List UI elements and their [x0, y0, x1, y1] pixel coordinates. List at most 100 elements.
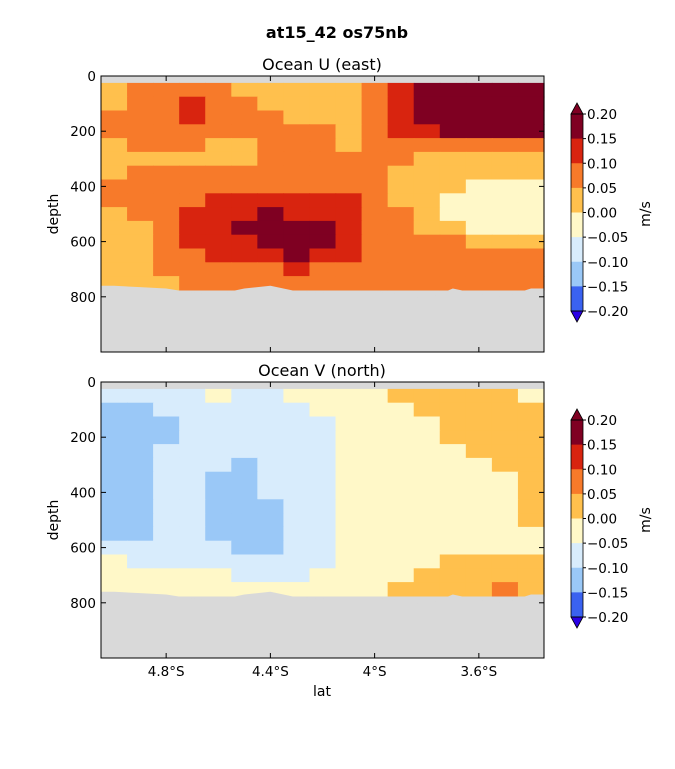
data-cell — [517, 207, 545, 222]
data-cell — [101, 151, 128, 167]
data-cell — [439, 430, 467, 445]
y-tick-label: 400 — [70, 485, 96, 501]
data-cell — [413, 124, 441, 139]
data-cell — [465, 568, 493, 583]
data-cell — [101, 96, 128, 112]
data-cell — [439, 96, 467, 112]
data-cell — [361, 582, 389, 597]
data-cell — [491, 248, 519, 263]
data-cell — [413, 248, 441, 263]
data-cell — [491, 207, 519, 222]
data-cell — [127, 207, 154, 222]
panel-u-title: Ocean U (east) — [262, 55, 382, 74]
data-cell — [439, 151, 467, 167]
data-cell — [491, 471, 519, 487]
colorbar-bin — [571, 592, 583, 618]
colorbar-extend-min — [570, 616, 584, 629]
data-cell — [413, 568, 441, 583]
data-cell — [517, 582, 545, 597]
data-cell — [231, 248, 258, 263]
data-cell — [517, 124, 545, 139]
data-cell — [257, 138, 285, 153]
data-cell — [153, 513, 180, 528]
data-cell — [101, 248, 128, 263]
data-cell — [465, 554, 493, 569]
y-tick-label: 0 — [87, 375, 96, 391]
data-cell — [517, 457, 545, 473]
data-cell — [309, 138, 337, 153]
data-cell — [179, 234, 206, 250]
data-cell — [335, 110, 363, 125]
colorbar-bin — [571, 114, 583, 140]
data-cell — [127, 110, 154, 125]
data-cell — [101, 262, 128, 277]
data-cell — [491, 554, 519, 569]
data-cell — [491, 430, 519, 445]
data-cell — [309, 96, 337, 112]
colorbar-tick-label: −0.20 — [587, 304, 628, 320]
data-cell — [127, 471, 154, 487]
data-cell — [491, 262, 519, 277]
data-cell — [179, 540, 206, 556]
data-cell — [309, 499, 337, 514]
x-tick-label: 3.6°S — [460, 664, 497, 680]
data-cell — [335, 165, 363, 181]
colorbar-tick-label: −0.15 — [587, 585, 628, 601]
data-cell — [283, 151, 311, 167]
data-cell — [283, 179, 311, 194]
data-cell — [231, 513, 258, 528]
data-cell — [465, 96, 493, 112]
data-cell — [465, 388, 493, 404]
data-cell — [413, 207, 441, 222]
panel-u-plot — [100, 75, 545, 353]
data-cell — [127, 554, 154, 569]
data-cell — [127, 416, 154, 431]
data-cell — [205, 96, 232, 112]
data-cell — [387, 471, 415, 487]
data-cell — [309, 554, 337, 569]
colorbar-bin — [571, 543, 583, 569]
panel-v-y-axis: 0 200 400 600 800 — [70, 375, 544, 612]
data-cell — [517, 513, 545, 528]
data-cell — [153, 82, 180, 98]
data-cell — [231, 430, 258, 445]
data-cell — [101, 234, 128, 250]
data-cell — [309, 416, 337, 431]
colorbar-tick-label: 0.15 — [587, 438, 617, 454]
data-cell — [153, 388, 180, 404]
data-cell — [153, 165, 180, 181]
data-cell — [517, 151, 545, 167]
data-cell — [387, 138, 415, 153]
colorbar-bin — [571, 138, 583, 164]
data-cell — [101, 193, 128, 208]
data-cell — [309, 151, 337, 167]
data-cell — [179, 82, 206, 98]
data-cell — [101, 457, 128, 473]
data-cell — [153, 138, 180, 153]
data-cell — [361, 207, 389, 222]
panel-u-x-axis — [165, 76, 480, 352]
data-cell — [283, 499, 311, 514]
data-cell — [517, 110, 545, 125]
data-cell — [335, 554, 363, 569]
data-cell — [153, 499, 180, 514]
data-cell — [231, 151, 258, 167]
data-cell — [179, 96, 206, 112]
data-cell — [465, 138, 493, 153]
y-tick-label: 800 — [70, 290, 96, 306]
data-cell — [465, 248, 493, 263]
data-cell — [309, 568, 337, 583]
data-cell — [101, 430, 128, 445]
data-cell — [231, 262, 258, 277]
data-cell — [309, 234, 337, 250]
data-cell — [517, 485, 545, 500]
data-cell — [153, 248, 180, 263]
data-cell — [439, 540, 467, 556]
data-cell — [283, 416, 311, 431]
data-cell — [127, 96, 154, 112]
data-cell — [205, 485, 232, 500]
data-cell — [153, 568, 180, 583]
data-cell — [153, 207, 180, 222]
data-cell — [517, 165, 545, 181]
data-cell — [465, 276, 493, 291]
